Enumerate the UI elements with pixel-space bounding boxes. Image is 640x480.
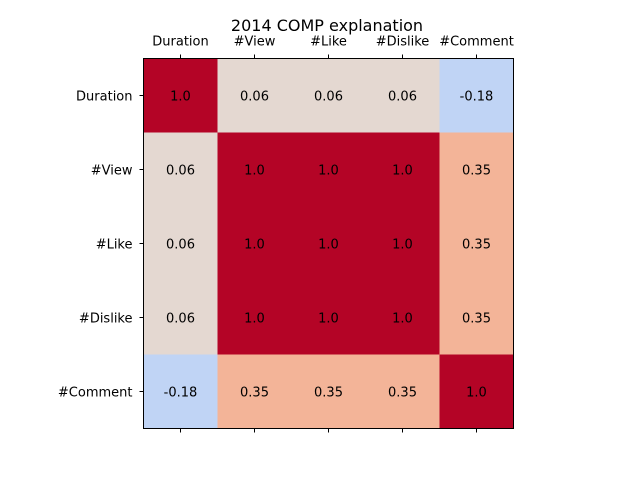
heatmap-cell bbox=[365, 58, 440, 133]
cell-value-label: 1.0 bbox=[392, 238, 413, 253]
cell-value-label: 0.35 bbox=[240, 386, 269, 401]
heatmap-cell bbox=[217, 132, 292, 207]
heatmap-cell bbox=[439, 132, 514, 207]
cell-value-label: 1.0 bbox=[318, 238, 339, 253]
heatmap-cell bbox=[291, 206, 366, 281]
heatmap-cell bbox=[143, 280, 218, 355]
heatmap-cell bbox=[439, 280, 514, 355]
cell-value-label: -0.18 bbox=[460, 90, 494, 105]
cell-value-label: 0.06 bbox=[166, 238, 195, 253]
cell-value-label: 1.0 bbox=[318, 312, 339, 327]
cell-value-label: 1.0 bbox=[170, 90, 191, 105]
cell-value-label: -0.18 bbox=[164, 386, 198, 401]
y-tick-label: #Like bbox=[96, 238, 133, 253]
heatmap-cell bbox=[217, 206, 292, 281]
cell-value-label: 0.06 bbox=[388, 90, 417, 105]
cell-value-label: 0.06 bbox=[166, 164, 195, 179]
cell-value-label: 0.06 bbox=[240, 90, 269, 105]
heatmap-cell bbox=[291, 354, 366, 429]
cell-value-label: 1.0 bbox=[318, 164, 339, 179]
cell-value-label: 0.35 bbox=[314, 386, 343, 401]
heatmap-cell bbox=[143, 132, 218, 207]
heatmap-cell bbox=[217, 280, 292, 355]
x-tick-label: #Like bbox=[310, 35, 347, 50]
y-tick-label: #Comment bbox=[58, 386, 133, 401]
heatmap-cell bbox=[217, 58, 292, 133]
cell-value-label: 1.0 bbox=[244, 312, 265, 327]
cell-value-label: 0.35 bbox=[388, 386, 417, 401]
heatmap-cell bbox=[143, 354, 218, 429]
y-tick-label: Duration bbox=[76, 90, 132, 105]
y-axis-ticks: Duration #View #Like #Dislike #Comment bbox=[58, 90, 144, 401]
y-tick-label: #View bbox=[91, 164, 133, 179]
heatmap-cell-labels: 1.0 0.06 0.06 0.06 -0.18 0.06 1.0 1.0 1.0 0.35 0.0… bbox=[164, 90, 494, 401]
heatmap-cell bbox=[365, 354, 440, 429]
x-tick-label: Duration bbox=[152, 35, 208, 50]
cell-value-label: 1.0 bbox=[244, 164, 265, 179]
x-tick-label: #Dislike bbox=[376, 35, 430, 50]
heatmap-cell bbox=[291, 58, 366, 133]
cell-value-label: 1.0 bbox=[244, 238, 265, 253]
cell-value-label: 1.0 bbox=[392, 312, 413, 327]
heatmap-cell bbox=[439, 354, 514, 429]
heatmap-cell bbox=[217, 354, 292, 429]
cell-value-label: 1.0 bbox=[392, 164, 413, 179]
heatmap-cell bbox=[143, 58, 218, 133]
heatmap-cell bbox=[439, 58, 514, 133]
heatmap-cell bbox=[365, 206, 440, 281]
y-tick-label: #Dislike bbox=[79, 312, 133, 327]
x-axis-ticks: Duration #View #Like #Dislike #Comment bbox=[152, 35, 514, 433]
heatmap-cell bbox=[291, 280, 366, 355]
heatmap-cell bbox=[365, 280, 440, 355]
heatmap-cell bbox=[143, 206, 218, 281]
heatmap-cells bbox=[143, 58, 514, 429]
heatmap-cell bbox=[291, 132, 366, 207]
chart-title: 2014 COMP explanation bbox=[231, 16, 423, 35]
cell-value-label: 0.35 bbox=[462, 312, 491, 327]
cell-value-label: 1.0 bbox=[466, 386, 487, 401]
cell-value-label: 0.35 bbox=[462, 238, 491, 253]
x-tick-label: #View bbox=[234, 35, 276, 50]
cell-value-label: 0.06 bbox=[166, 312, 195, 327]
heatmap-cell bbox=[365, 132, 440, 207]
cell-value-label: 0.06 bbox=[314, 90, 343, 105]
cell-value-label: 0.35 bbox=[462, 164, 491, 179]
heatmap-cell bbox=[439, 206, 514, 281]
x-tick-label: #Comment bbox=[439, 35, 514, 50]
